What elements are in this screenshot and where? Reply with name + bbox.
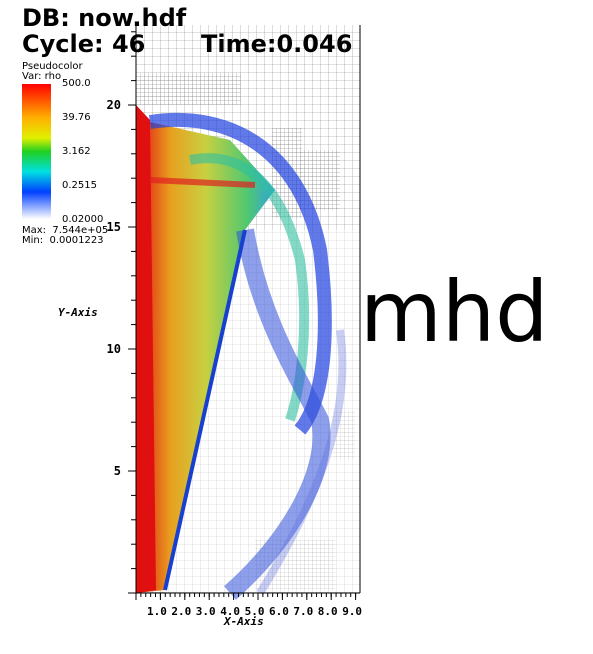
variable-label: Var: rho [22,71,62,82]
max-label: Max: 7.544e+05 [22,225,109,236]
y-tick-label: 15 [106,220,121,234]
x-tick-label: 7.0 [293,605,314,618]
cycle-label: Cycle: 46 [22,30,146,58]
x-tick-label: 8.0 [317,605,338,618]
x-tick-label: 6.0 [269,605,289,618]
tick-marks [128,31,357,600]
x-tick-label: 1.0 [147,605,167,618]
x-tick-label: 2.0 [171,605,192,618]
x-axis-title: X-Axis [224,615,264,628]
y-tick-label: 20 [106,98,121,112]
time-label: Time:0.046 [201,30,353,58]
density-field [136,105,360,600]
colorbar-label: 500.0 [62,78,91,89]
colorbar-label: 0.2515 [62,180,97,191]
colorbar-label: 3.162 [62,146,91,157]
x-tick-label: 3.0 [195,605,216,618]
min-label: Min: 0.0001223 [22,235,104,246]
database-label: DB: now.hdf [22,4,187,32]
y-tick-label: 10 [106,342,121,356]
x-tick-label: 9.0 [342,605,363,618]
colorbar-label: 39.76 [62,112,91,123]
plot-label: Pseudocolor [22,61,83,72]
x-tick-label: 5.0 [244,605,265,618]
annotation: mhd [360,263,549,361]
y-tick-label: 5 [113,464,121,478]
colorbar-label: 0.02000 [62,214,104,225]
x-tick-label: 4.0 [220,605,241,618]
colorbar [22,84,51,219]
y-axis-title: Y-Axis [58,306,98,319]
